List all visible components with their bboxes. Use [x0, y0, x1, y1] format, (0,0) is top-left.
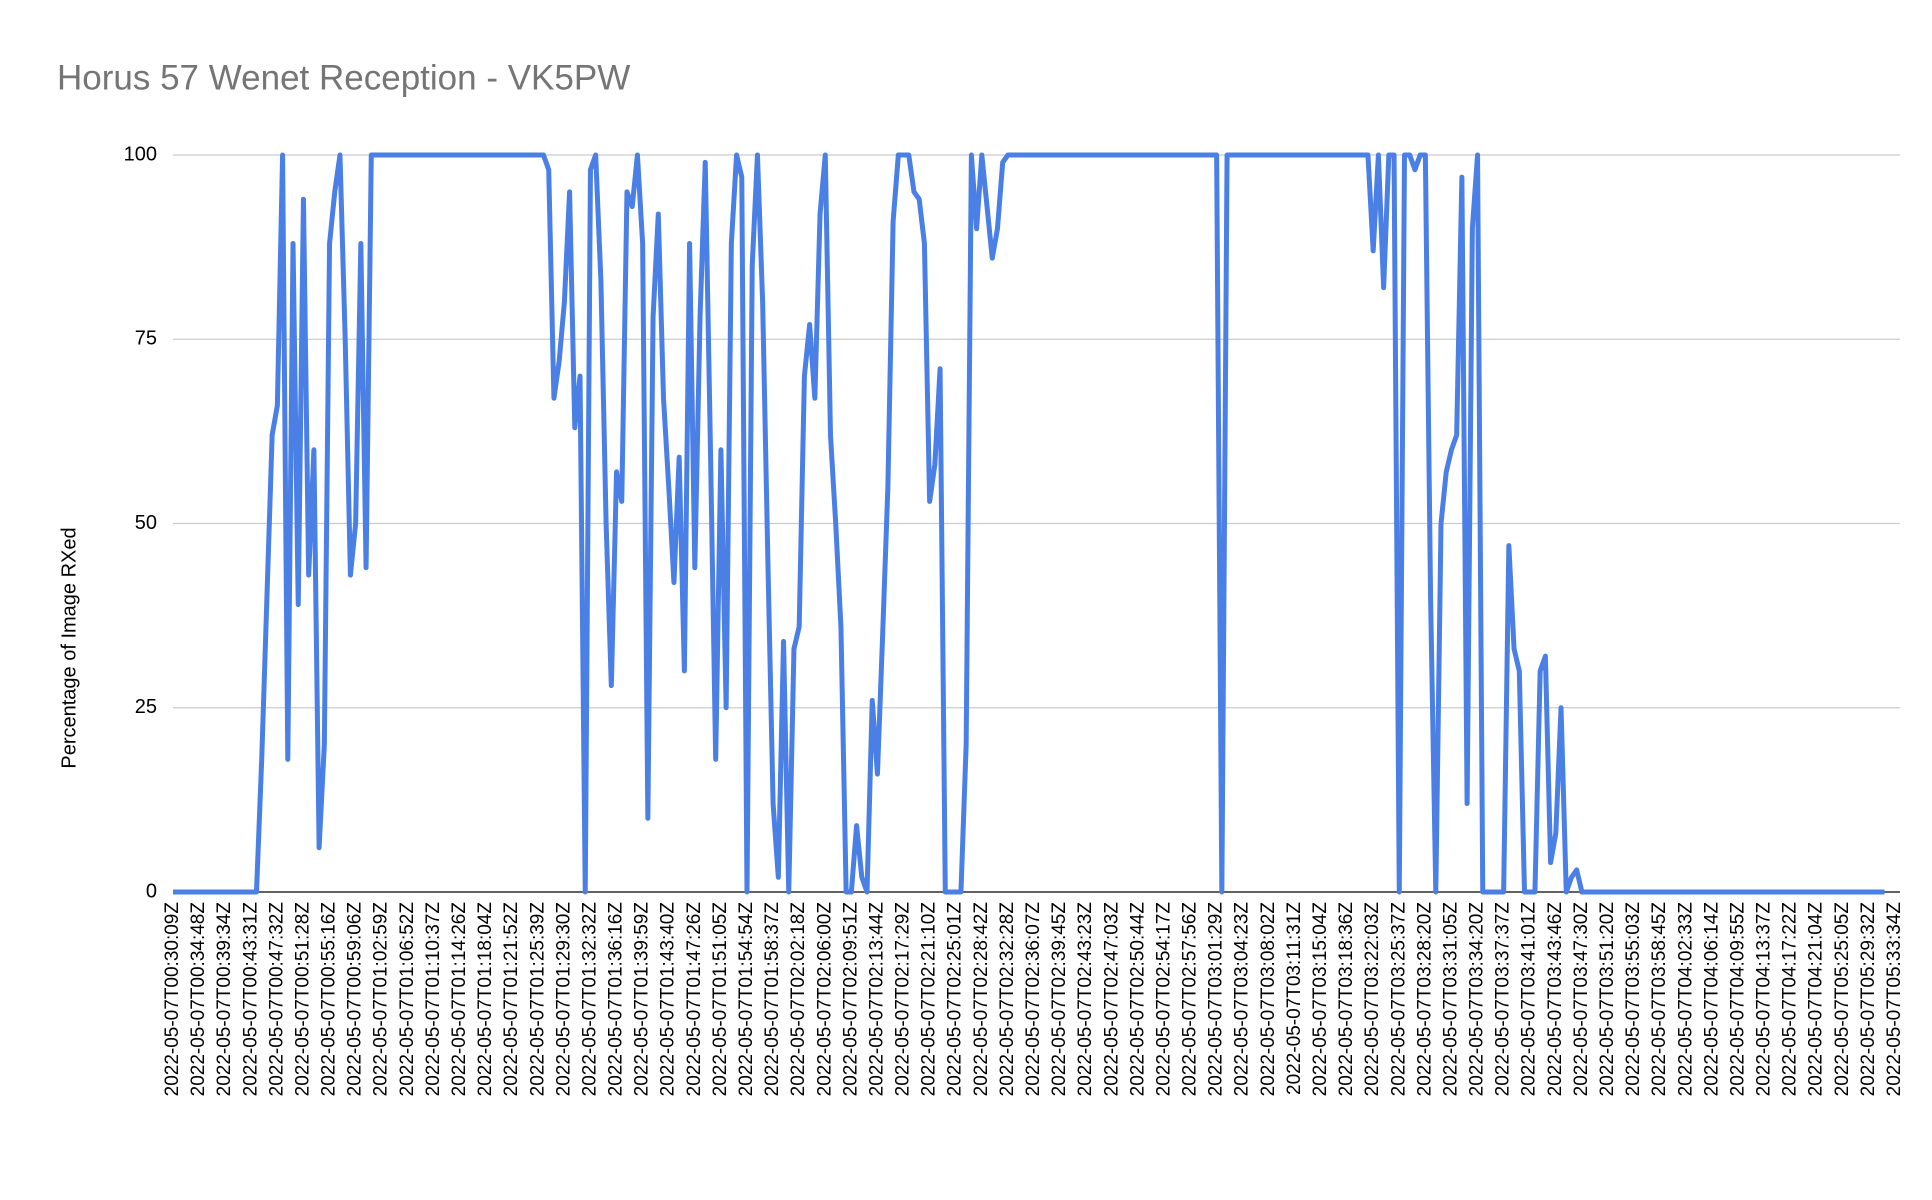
y-axis-title: Percentage of Image RXed: [58, 527, 80, 768]
y-tick-label: 75: [135, 328, 157, 350]
x-tick-label: 2022-05-07T02:50:44Z: [1127, 902, 1148, 1097]
x-tick-label: 2022-05-07T01:02:59Z: [371, 902, 392, 1097]
y-tick-label: 0: [146, 880, 157, 902]
x-tick-label: 2022-05-07T03:37:37Z: [1493, 902, 1514, 1097]
x-tick-label: 2022-05-07T01:29:30Z: [553, 902, 574, 1097]
x-tick-label: 2022-05-07T03:01:29Z: [1206, 902, 1227, 1097]
x-tick-label: 2022-05-07T01:06:52Z: [397, 902, 418, 1097]
x-tick-label: 2022-05-07T04:17:22Z: [1780, 902, 1801, 1097]
x-tick-label: 2022-05-07T02:36:07Z: [1023, 902, 1044, 1097]
x-tick-label: 2022-05-07T00:51:28Z: [292, 902, 313, 1097]
x-tick-label: 2022-05-07T01:32:32Z: [579, 902, 600, 1097]
x-tick-label: 2022-05-07T05:29:32Z: [1858, 902, 1879, 1097]
x-tick-label: 2022-05-07T04:13:37Z: [1754, 902, 1775, 1097]
x-tick-label: 2022-05-07T00:47:32Z: [266, 902, 287, 1097]
x-tick-label: 2022-05-07T03:25:37Z: [1388, 902, 1409, 1097]
x-tick-label: 2022-05-07T03:18:36Z: [1336, 902, 1357, 1097]
x-tick-label: 2022-05-07T03:08:02Z: [1258, 902, 1279, 1097]
x-tick-label: 2022-05-07T05:25:05Z: [1832, 902, 1853, 1097]
x-tick-label: 2022-05-07T01:21:52Z: [501, 902, 522, 1097]
x-tick-label: 2022-05-07T01:18:04Z: [475, 902, 496, 1097]
x-tick-label: 2022-05-07T03:43:46Z: [1545, 902, 1566, 1097]
x-tick-label: 2022-05-07T03:31:05Z: [1440, 902, 1461, 1097]
x-tick-label: 2022-05-07T00:59:06Z: [345, 902, 366, 1097]
x-tick-label: 2022-05-07T05:33:34Z: [1884, 902, 1905, 1097]
x-tick-label: 2022-05-07T02:21:10Z: [919, 902, 940, 1097]
x-tick-label: 2022-05-07T02:32:28Z: [997, 902, 1018, 1097]
x-tick-label: 2022-05-07T02:02:18Z: [788, 902, 809, 1097]
x-tick-label: 2022-05-07T03:55:03Z: [1623, 902, 1644, 1097]
x-tick-label: 2022-05-07T03:04:23Z: [1232, 902, 1253, 1097]
x-tick-label: 2022-05-07T02:47:03Z: [1101, 902, 1122, 1097]
x-tick-label: 2022-05-07T04:21:04Z: [1806, 902, 1827, 1097]
x-tick-label: 2022-05-07T01:51:05Z: [710, 902, 731, 1097]
x-tick-label: 2022-05-07T01:47:26Z: [684, 902, 705, 1097]
x-tick-label: 2022-05-07T03:41:01Z: [1519, 902, 1540, 1097]
x-tick-label: 2022-05-07T02:54:17Z: [1153, 902, 1174, 1097]
x-tick-label: 2022-05-07T00:30:09Z: [162, 902, 183, 1097]
x-tick-label: 2022-05-07T02:28:42Z: [971, 902, 992, 1097]
x-tick-label: 2022-05-07T01:25:39Z: [527, 902, 548, 1097]
x-tick-label: 2022-05-07T02:39:45Z: [1049, 902, 1070, 1097]
chart-title: Horus 57 Wenet Reception - VK5PW: [57, 58, 630, 97]
x-tick-label: 2022-05-07T01:54:54Z: [736, 902, 757, 1097]
x-tick-label: 2022-05-07T02:25:01Z: [945, 902, 966, 1097]
x-tick-label: 2022-05-07T04:02:33Z: [1675, 902, 1696, 1097]
x-tick-label: 2022-05-07T01:43:40Z: [658, 902, 679, 1097]
x-tick-label: 2022-05-07T03:51:20Z: [1597, 902, 1618, 1097]
x-tick-label: 2022-05-07T02:57:56Z: [1180, 902, 1201, 1097]
x-tick-label: 2022-05-07T03:34:20Z: [1467, 902, 1488, 1097]
x-tick-label: 2022-05-07T00:43:31Z: [240, 902, 261, 1097]
x-tick-label: 2022-05-07T00:34:48Z: [188, 902, 209, 1097]
data-line: [173, 152, 1885, 895]
x-tick-label: 2022-05-07T02:09:51Z: [840, 902, 861, 1097]
x-tick-label: 2022-05-07T03:15:04Z: [1310, 902, 1331, 1097]
x-tick-label: 2022-05-07T03:28:20Z: [1414, 902, 1435, 1097]
y-tick-label: 25: [135, 696, 157, 718]
x-tick-label: 2022-05-07T01:39:59Z: [632, 902, 653, 1097]
x-tick-label: 2022-05-07T00:55:16Z: [319, 902, 340, 1097]
x-tick-label: 2022-05-07T01:10:37Z: [423, 902, 444, 1097]
x-tick-label: 2022-05-07T03:47:30Z: [1571, 902, 1592, 1097]
x-tick-label: 2022-05-07T02:43:23Z: [1075, 902, 1096, 1097]
x-tick-label: 2022-05-07T03:11:31Z: [1284, 902, 1305, 1095]
x-tick-label: 2022-05-07T04:09:55Z: [1727, 902, 1748, 1097]
x-tick-label: 2022-05-07T02:06:00Z: [814, 902, 835, 1097]
x-tick-label: 2022-05-07T02:13:44Z: [866, 902, 887, 1097]
y-tick-label: 50: [135, 512, 157, 534]
x-tick-label: 2022-05-07T02:17:29Z: [893, 902, 914, 1097]
x-tick-label: 2022-05-07T01:58:37Z: [762, 902, 783, 1097]
x-tick-label: 2022-05-07T01:14:26Z: [449, 902, 470, 1097]
x-tick-label: 2022-05-07T01:36:16Z: [606, 902, 627, 1097]
x-tick-label: 2022-05-07T03:58:45Z: [1649, 902, 1670, 1097]
y-tick-label: 100: [124, 143, 157, 165]
x-tick-label: 2022-05-07T04:06:14Z: [1701, 902, 1722, 1097]
x-tick-label: 2022-05-07T03:22:03Z: [1362, 902, 1383, 1097]
x-tick-label: 2022-05-07T00:39:34Z: [214, 902, 235, 1097]
